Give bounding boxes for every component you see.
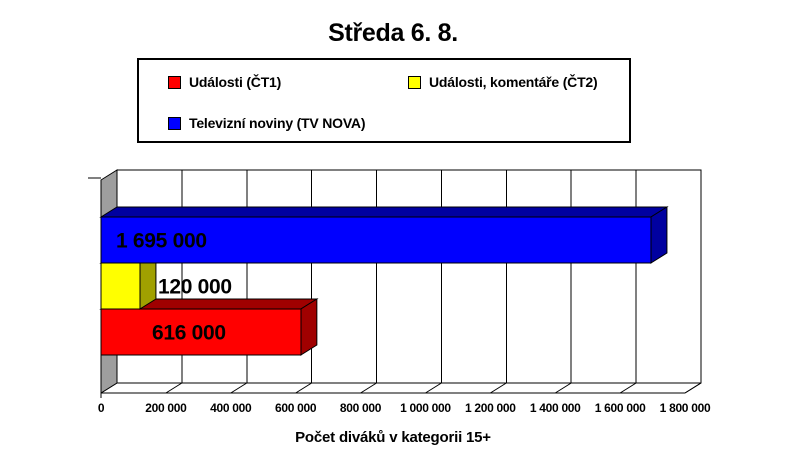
- x-axis-tick-label: 0: [98, 401, 105, 415]
- floor-tick: [295, 382, 312, 394]
- legend-label-udalosti-ct1: Události (ČT1): [189, 74, 282, 90]
- chart-title: Středa 6. 8.: [328, 19, 458, 47]
- x-axis-tick-label: 1 200 000: [465, 401, 516, 415]
- x-axis-tick-label: 1 600 000: [595, 401, 646, 415]
- x-axis-tick-label: 1 400 000: [530, 401, 581, 415]
- floor-tick: [425, 382, 442, 394]
- bar-value-label-udalosti-komentare-ct2: 120 000: [158, 276, 232, 299]
- legend-item-udalosti-ct1: Události (ČT1): [168, 74, 282, 90]
- floor-tick: [360, 382, 377, 394]
- x-axis-tick-label: 600 000: [275, 401, 317, 415]
- bar-value-label-televizni-noviny-tv-nova: 1 695 000: [116, 230, 207, 253]
- x-axis-tick-label: 1 000 000: [400, 401, 451, 415]
- legend-label-udalosti-komentare-ct2: Události, komentáře (ČT2): [429, 74, 598, 90]
- legend-swatch-televizni-noviny-tv-nova: [168, 116, 181, 130]
- legend-label-televizni-noviny-tv-nova: Televizní noviny (TV NOVA): [189, 115, 366, 131]
- x-axis-tick-label: 1 800 000: [660, 401, 711, 415]
- legend-item-televizni-noviny-tv-nova: Televizní noviny (TV NOVA): [168, 115, 366, 131]
- bar-top-televizni-noviny-tv-nova: [99, 206, 669, 218]
- bar-udalosti-komentare-ct2: [100, 262, 141, 310]
- bar-side-udalosti-ct1: [300, 298, 318, 356]
- x-axis-tick-label: 800 000: [340, 401, 382, 415]
- bar-udalosti-ct1: [100, 308, 302, 356]
- x-axis-title: Počet diváků v kategorii 15+: [295, 429, 491, 446]
- legend-swatch-udalosti-komentare-ct2: [408, 75, 421, 89]
- floor-tick: [619, 382, 637, 394]
- floor-tick: [230, 382, 248, 394]
- bar-value-label-udalosti-ct1: 616 000: [152, 322, 226, 345]
- x-axis-tick-label: 400 000: [210, 401, 252, 415]
- floor-tick: [165, 382, 183, 394]
- legend-item-udalosti-komentare-ct2: Události, komentáře (ČT2): [408, 74, 598, 90]
- legend-swatch-udalosti-ct1: [168, 75, 181, 89]
- bar-side-televizni-noviny-tv-nova: [650, 206, 668, 264]
- floor-tick: [554, 382, 572, 394]
- x-axis-tick-label: 200 000: [145, 401, 187, 415]
- floor-tick: [490, 382, 507, 394]
- legend: Události (ČT1) Události, komentáře (ČT2)…: [137, 58, 631, 143]
- bar-televizni-noviny-tv-nova: [100, 216, 652, 264]
- floor-right-edge: [684, 382, 702, 394]
